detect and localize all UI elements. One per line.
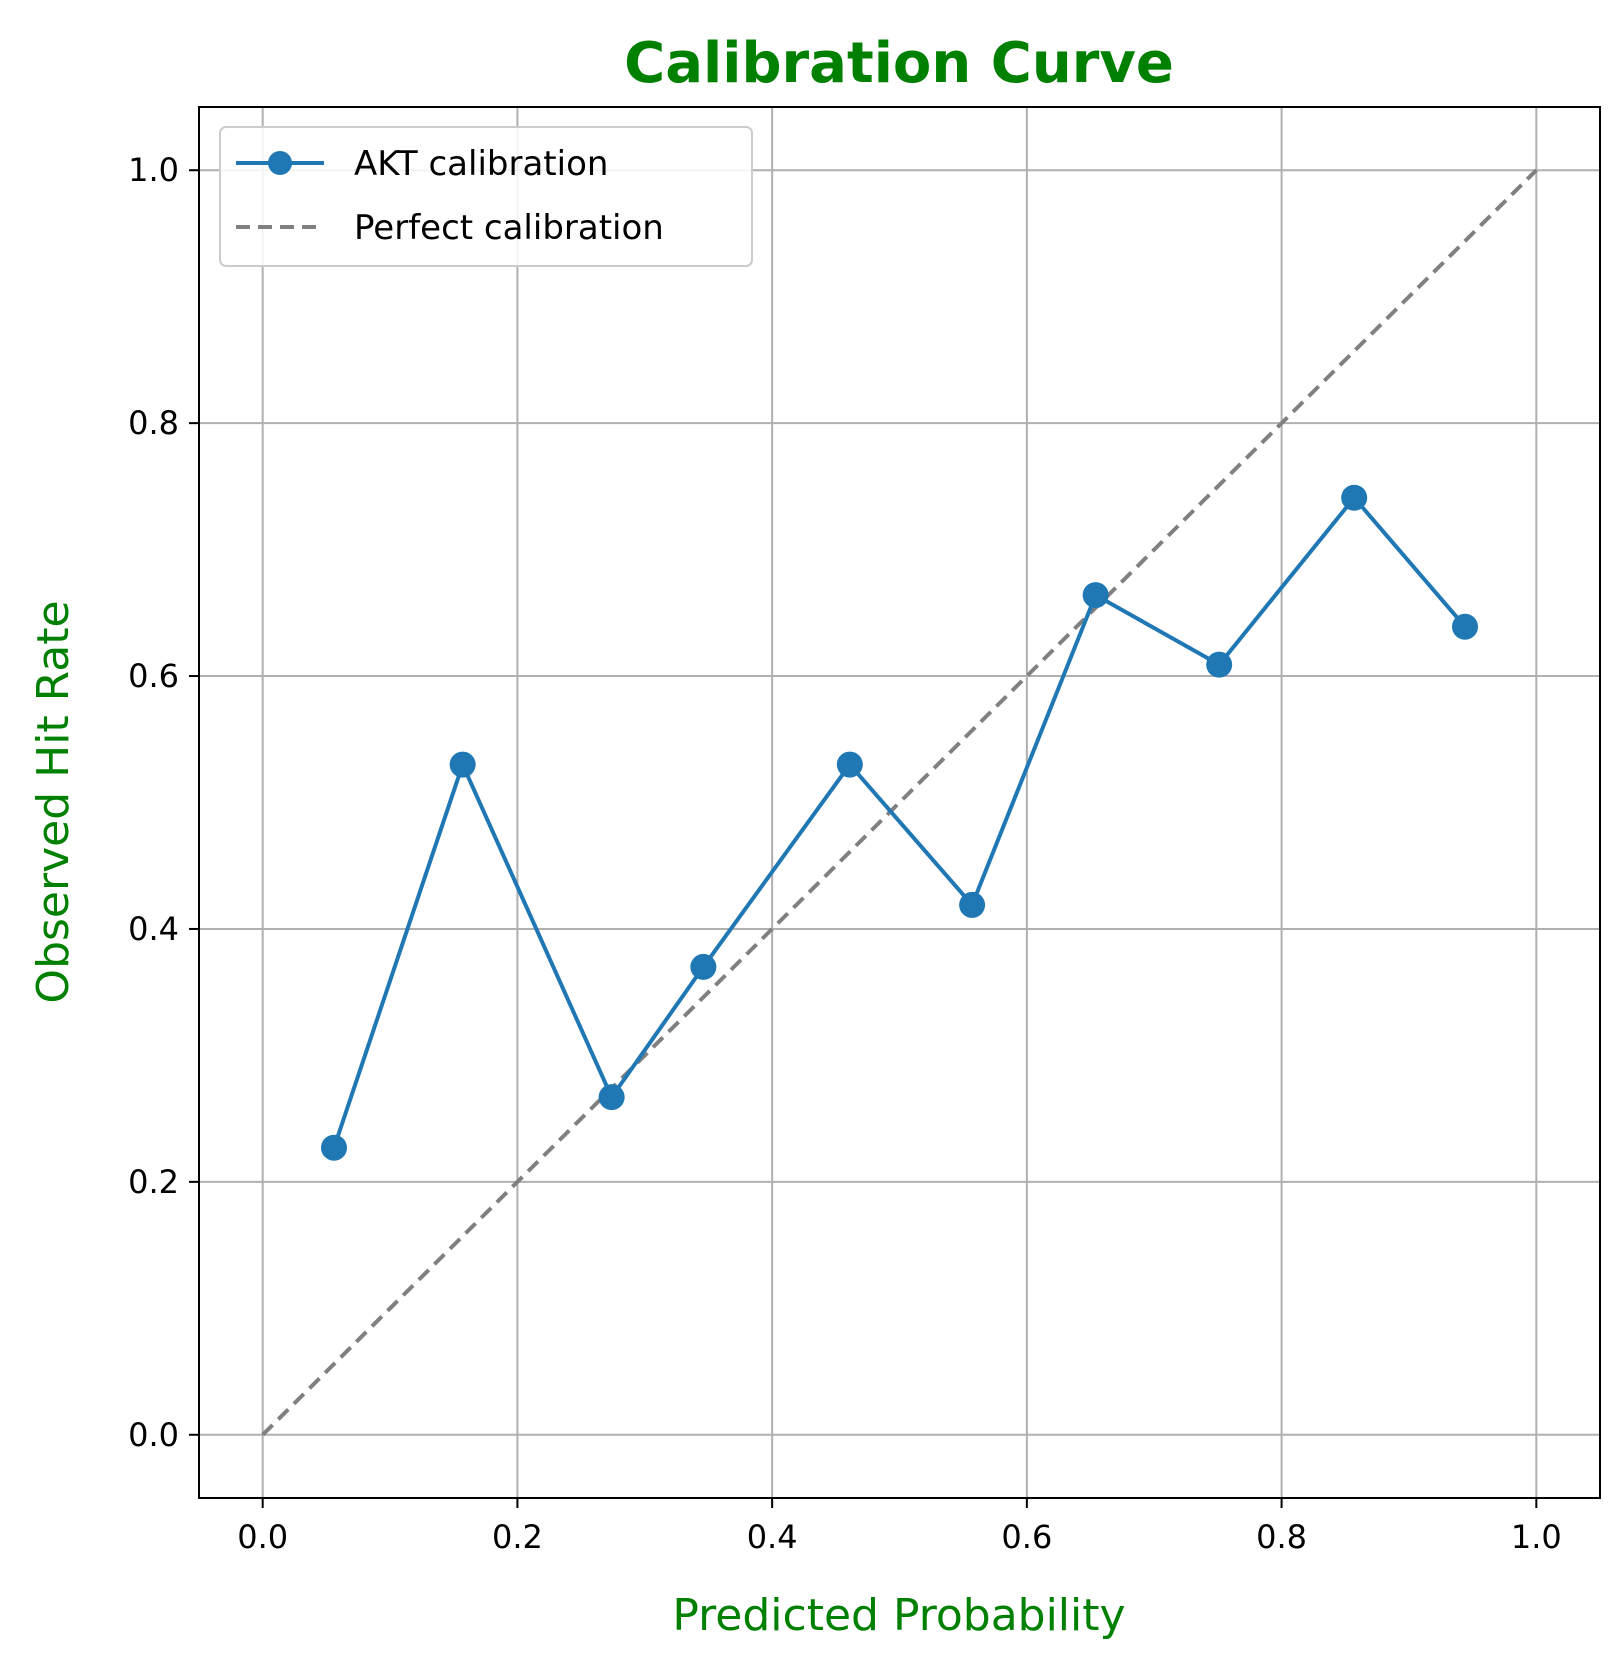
x-tick-label: 0.2 <box>492 1518 543 1556</box>
x-axis-title: Predicted Probability <box>672 1590 1125 1641</box>
akt-calibration-point <box>1082 582 1109 609</box>
x-tick-label: 1.0 <box>1511 1518 1562 1556</box>
akt-calibration-point <box>1206 651 1233 678</box>
plot-series <box>261 168 1538 1437</box>
y-tick-label: 0.8 <box>128 404 179 442</box>
x-tick-label: 0.4 <box>747 1518 798 1556</box>
y-tick-label: 0.6 <box>128 657 179 695</box>
chart-title: Calibration Curve <box>624 31 1174 96</box>
axis-ticks: 0.0 0.2 0.4 0.6 0.8 1.0 0.0 0.2 0.4 0.6 0.8 1.0 <box>128 151 1562 1556</box>
akt-calibration-line <box>332 495 1467 1149</box>
x-tick-label: 0.6 <box>1001 1518 1052 1556</box>
akt-calibration-point <box>1451 613 1478 640</box>
plot-area-frame <box>198 106 1601 1499</box>
legend-swatch-akt-marker <box>268 151 292 175</box>
grid-lines <box>199 107 1600 1498</box>
akt-calibration-point <box>321 1134 348 1161</box>
akt-calibration-point <box>690 953 717 980</box>
akt-calibration-point <box>598 1084 625 1111</box>
legend: AKT calibration Perfect calibration <box>219 126 753 267</box>
akt-calibration-point <box>449 751 476 778</box>
y-tick-label: 0.0 <box>128 1416 179 1454</box>
y-tick-label: 0.4 <box>128 910 179 948</box>
y-tick-label: 0.2 <box>128 1163 179 1201</box>
y-tick-label: 1.0 <box>128 151 179 189</box>
akt-calibration-point <box>836 751 863 778</box>
akt-calibration-point <box>959 891 986 918</box>
perfect-calibration-line <box>261 168 1538 1437</box>
x-tick-label: 0.8 <box>1256 1518 1307 1556</box>
y-axis-title: Observed Hit Rate <box>28 600 79 1003</box>
legend-box <box>219 126 753 267</box>
legend-label-perfect-calibration: Perfect calibration <box>354 208 664 248</box>
akt-calibration-point <box>1341 484 1368 511</box>
legend-label-akt-calibration: AKT calibration <box>354 144 608 184</box>
x-tick-label: 0.0 <box>237 1518 288 1556</box>
